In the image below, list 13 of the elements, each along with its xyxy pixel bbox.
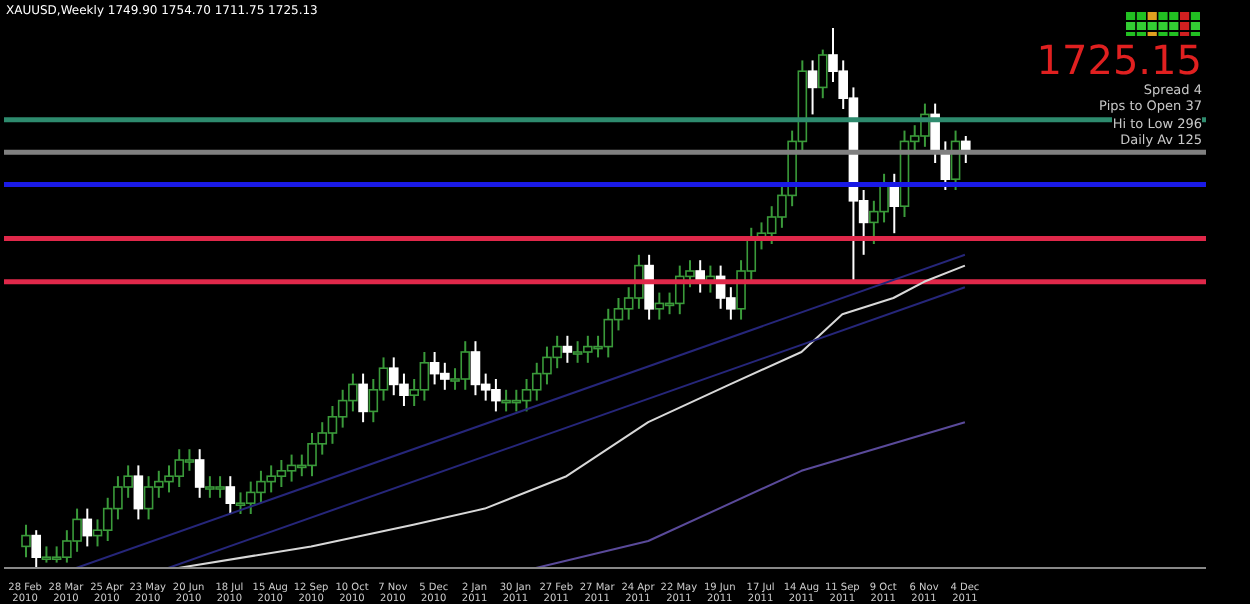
text: 1725.15 <box>1036 36 1202 84</box>
candlestick <box>82 507 93 548</box>
candlestick <box>31 529 42 568</box>
candlestick <box>817 48 828 100</box>
candlestick <box>889 172 900 235</box>
candlestick <box>807 59 818 116</box>
candlestick <box>562 334 573 364</box>
candlestick <box>225 475 236 515</box>
candlestick <box>644 253 654 321</box>
candlestick <box>358 372 368 424</box>
candlestick <box>21 523 31 559</box>
candlestick <box>133 464 144 521</box>
candlestick <box>194 448 205 499</box>
